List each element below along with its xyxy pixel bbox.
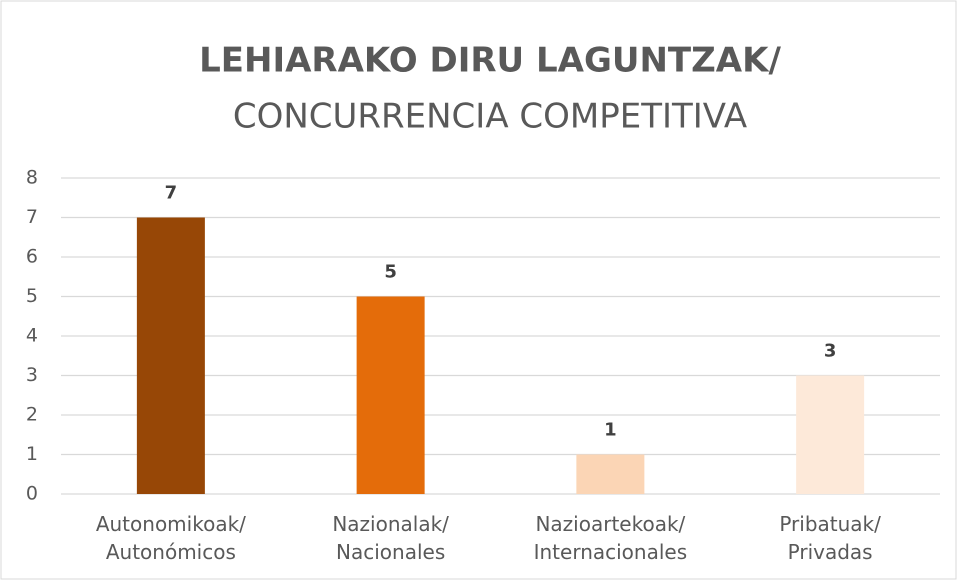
- bar: [576, 454, 645, 494]
- chart-title: LEHIARAKO DIRU LAGUNTZAK/: [199, 41, 781, 81]
- x-tick-label: Nazioartekoak/Internacionales: [534, 512, 688, 564]
- y-tick-label: 2: [26, 404, 38, 426]
- x-tick-label: Autonomikoak/Autonómicos: [96, 512, 246, 564]
- y-tick-label: 8: [26, 167, 38, 189]
- chart-subtitle: CONCURRENCIA COMPETITIVA: [233, 97, 747, 137]
- y-tick-label: 7: [26, 206, 38, 228]
- bar: [356, 296, 425, 494]
- y-tick-label: 1: [26, 443, 38, 465]
- data-label: 3: [824, 341, 837, 362]
- data-label: 1: [604, 420, 617, 441]
- bar: [796, 375, 865, 494]
- data-label: 5: [384, 262, 397, 283]
- y-tick-label: 4: [26, 325, 38, 347]
- y-tick-label: 6: [26, 246, 38, 268]
- x-tick-label: Nazionalak/Nacionales: [332, 512, 449, 564]
- y-tick-label: 5: [26, 285, 38, 307]
- bar: [136, 217, 205, 494]
- y-tick-label: 3: [26, 364, 38, 386]
- x-tick-label: Pribatuak/Privadas: [779, 512, 881, 564]
- y-tick-label: 0: [26, 483, 38, 505]
- data-label: 7: [165, 183, 178, 204]
